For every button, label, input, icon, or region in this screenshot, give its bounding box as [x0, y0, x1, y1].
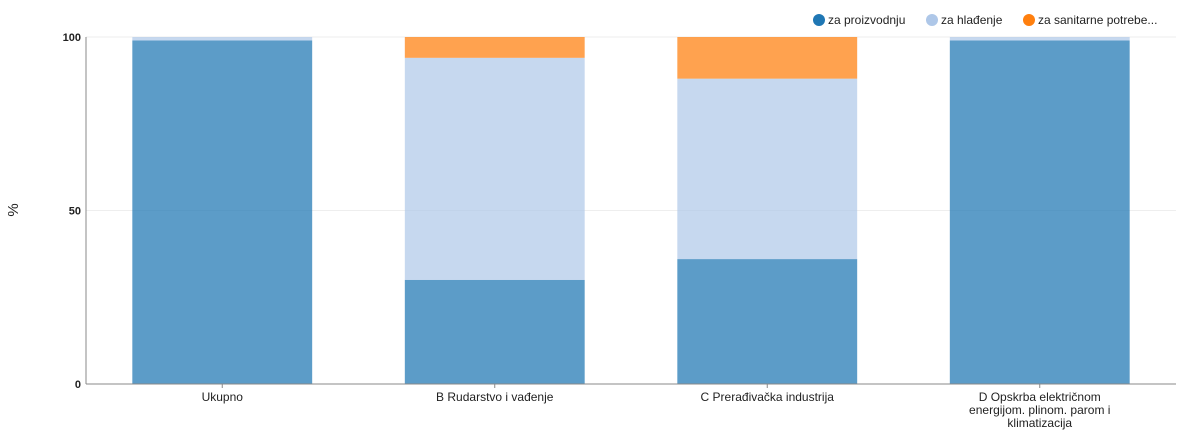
- y-tick-label: 50: [69, 206, 81, 218]
- x-tick-label: Ukupno: [202, 390, 244, 404]
- x-tick-label: B Rudarstvo i vađenje: [436, 390, 554, 404]
- legend-swatch-icon: [926, 14, 938, 26]
- x-tick-label-line: energijom. plinom. parom i: [969, 403, 1110, 417]
- legend-label: za proizvodnju: [828, 13, 905, 27]
- bar-segment[interactable]: [949, 40, 1130, 384]
- x-tick-label-line: Ukupno: [202, 390, 244, 404]
- legend-swatch-icon: [1023, 14, 1035, 26]
- bar-segment[interactable]: [132, 40, 313, 384]
- x-tick-label-line: klimatizacija: [1007, 416, 1072, 430]
- axes: 0 50 100 Ukupno B Rudarstvo i vađenje C Prera…: [63, 32, 1176, 430]
- bar-segment[interactable]: [404, 279, 585, 384]
- legend-item[interactable]: za hlađenje: [926, 13, 1003, 27]
- legend-label: za sanitarne potrebe...: [1038, 13, 1157, 27]
- x-tick-label: C Prerađivačka industrija: [701, 390, 835, 404]
- bar-segment[interactable]: [132, 37, 313, 41]
- bar-segment[interactable]: [404, 37, 585, 58]
- y-tick-label: 0: [75, 379, 81, 391]
- x-tick-label: D Opskrba električnom energijom. plinom. …: [969, 390, 1110, 430]
- x-tick-label-line: B Rudarstvo i vađenje: [436, 390, 554, 404]
- bar-segment[interactable]: [949, 37, 1130, 41]
- legend-swatch-icon: [813, 14, 825, 26]
- bar-segment[interactable]: [677, 78, 858, 260]
- legend: za proizvodnju za hlađenje za sanitarne po…: [813, 13, 1157, 27]
- legend-item[interactable]: za sanitarne potrebe...: [1023, 13, 1157, 27]
- legend-label: za hlađenje: [941, 13, 1003, 27]
- y-axis-title: %: [5, 203, 22, 216]
- bar-segment[interactable]: [677, 259, 858, 384]
- y-tick-label: 100: [63, 32, 81, 44]
- legend-item[interactable]: za proizvodnju: [813, 13, 905, 27]
- bars: [132, 37, 1130, 384]
- bar-segment[interactable]: [677, 37, 858, 79]
- x-tick-label-line: C Prerađivačka industrija: [701, 390, 835, 404]
- bar-segment[interactable]: [404, 57, 585, 280]
- x-tick-label-line: D Opskrba električnom: [979, 390, 1101, 404]
